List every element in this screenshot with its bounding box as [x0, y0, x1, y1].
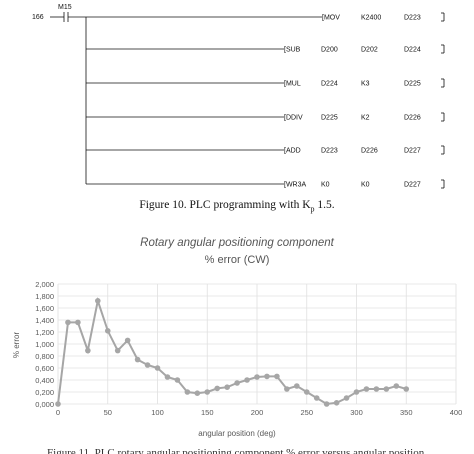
data-point	[124, 337, 131, 344]
plc-ladder-diagram: 166 M15 [MOV K2400 D223 [SUB D200 D202 D224 [MU…	[32, 4, 445, 189]
data-point	[214, 385, 220, 392]
y-tick-label: 1,800	[35, 292, 54, 301]
instruction-arg2: K3	[361, 81, 370, 88]
data-point	[383, 386, 390, 392]
data-point	[134, 356, 141, 363]
y-tick-label: 0,600	[35, 364, 54, 373]
data-point	[95, 298, 101, 304]
data-point	[85, 347, 91, 354]
x-tick-label: 50	[104, 408, 112, 417]
step-number: 166	[32, 14, 44, 21]
data-point	[363, 386, 370, 392]
figure-11-caption: Figure 11. PLC rotary angular positionin…	[47, 447, 427, 454]
x-tick-label: 300	[350, 408, 363, 417]
data-point	[65, 319, 71, 326]
data-point	[403, 386, 410, 392]
data-point	[244, 377, 250, 383]
y-axis-label: % error	[12, 332, 21, 359]
data-point	[373, 386, 380, 392]
data-point	[274, 373, 280, 380]
y-tick-label: 0,400	[35, 376, 54, 385]
instruction-arg2: K2	[361, 115, 370, 122]
data-point	[154, 365, 161, 371]
data-point	[75, 319, 81, 326]
data-point	[343, 395, 350, 401]
data-point	[114, 347, 121, 354]
data-point	[164, 374, 171, 380]
instruction-arg1: D225	[321, 115, 338, 122]
instruction-arg1: D223	[321, 148, 338, 155]
chart-subtitle: % error (CW)	[205, 254, 270, 266]
data-point	[174, 377, 181, 383]
data-point	[254, 374, 260, 380]
data-point	[104, 328, 111, 334]
x-tick-label: 400	[450, 408, 463, 417]
data-point	[393, 383, 400, 389]
data-point	[303, 389, 310, 395]
x-axis-label: angular position (deg)	[198, 429, 276, 438]
y-tick-label: 1,600	[35, 304, 54, 313]
contact-label: M15	[58, 4, 72, 11]
instruction-arg1: K2400	[361, 15, 381, 22]
instruction-op: [ADD	[284, 148, 301, 155]
x-tick-label: 250	[300, 408, 313, 417]
instruction-arg3: D224	[404, 47, 421, 54]
x-tick-label: 150	[201, 408, 214, 417]
instruction-arg2: K0	[361, 182, 370, 189]
y-tick-label: 1,400	[35, 316, 54, 325]
instruction-arg2: D202	[361, 47, 378, 54]
series-line	[57, 296, 407, 406]
instruction-arg3: D226	[404, 115, 421, 122]
data-point	[204, 389, 211, 395]
instruction-op: [WR3A	[284, 182, 307, 189]
instruction-op: [DDIV	[284, 115, 303, 122]
data-point	[284, 386, 290, 392]
data-point	[144, 362, 151, 368]
error-line-chart: Rotary angular positioning component % e…	[12, 237, 463, 438]
y-tick-label: 2,000	[35, 280, 54, 289]
y-tick-label: 0,200	[35, 388, 54, 397]
x-tick-label: 100	[151, 408, 164, 417]
data-point	[234, 380, 240, 386]
x-tick-label: 200	[251, 408, 264, 417]
data-point	[184, 389, 191, 395]
x-tick-label: 350	[400, 408, 413, 417]
chart-title: Rotary angular positioning component	[140, 237, 335, 249]
data-point	[333, 400, 340, 406]
data-point	[323, 401, 330, 407]
instruction-arg2: D226	[361, 148, 378, 155]
instruction-op: [SUB	[284, 47, 301, 54]
y-tick-label: 1,200	[35, 328, 54, 337]
instruction-arg1: D224	[321, 81, 338, 88]
instruction-arg3: D225	[404, 81, 421, 88]
instruction-arg3: D227	[404, 182, 421, 189]
data-point	[353, 389, 360, 395]
y-tick-label: 0,000	[35, 400, 54, 409]
instruction-arg1: D200	[321, 47, 338, 54]
instruction-op: [MOV	[322, 15, 340, 22]
data-point	[55, 401, 61, 407]
y-tick-label: 0,800	[35, 352, 54, 361]
data-point	[313, 395, 320, 401]
y-tick-label: 1,000	[35, 340, 54, 349]
instruction-arg2: D223	[404, 15, 421, 22]
instruction-arg3: D227	[404, 148, 421, 155]
instruction-op: [MUL	[284, 81, 301, 88]
data-point	[294, 383, 300, 389]
data-point	[264, 373, 270, 380]
x-tick-label: 0	[56, 408, 60, 417]
data-point	[194, 390, 201, 396]
data-point	[224, 384, 230, 390]
instruction-arg1: K0	[321, 182, 330, 189]
figure-10-caption: Figure 10. PLC programming with Kp 1.5.	[139, 199, 335, 214]
